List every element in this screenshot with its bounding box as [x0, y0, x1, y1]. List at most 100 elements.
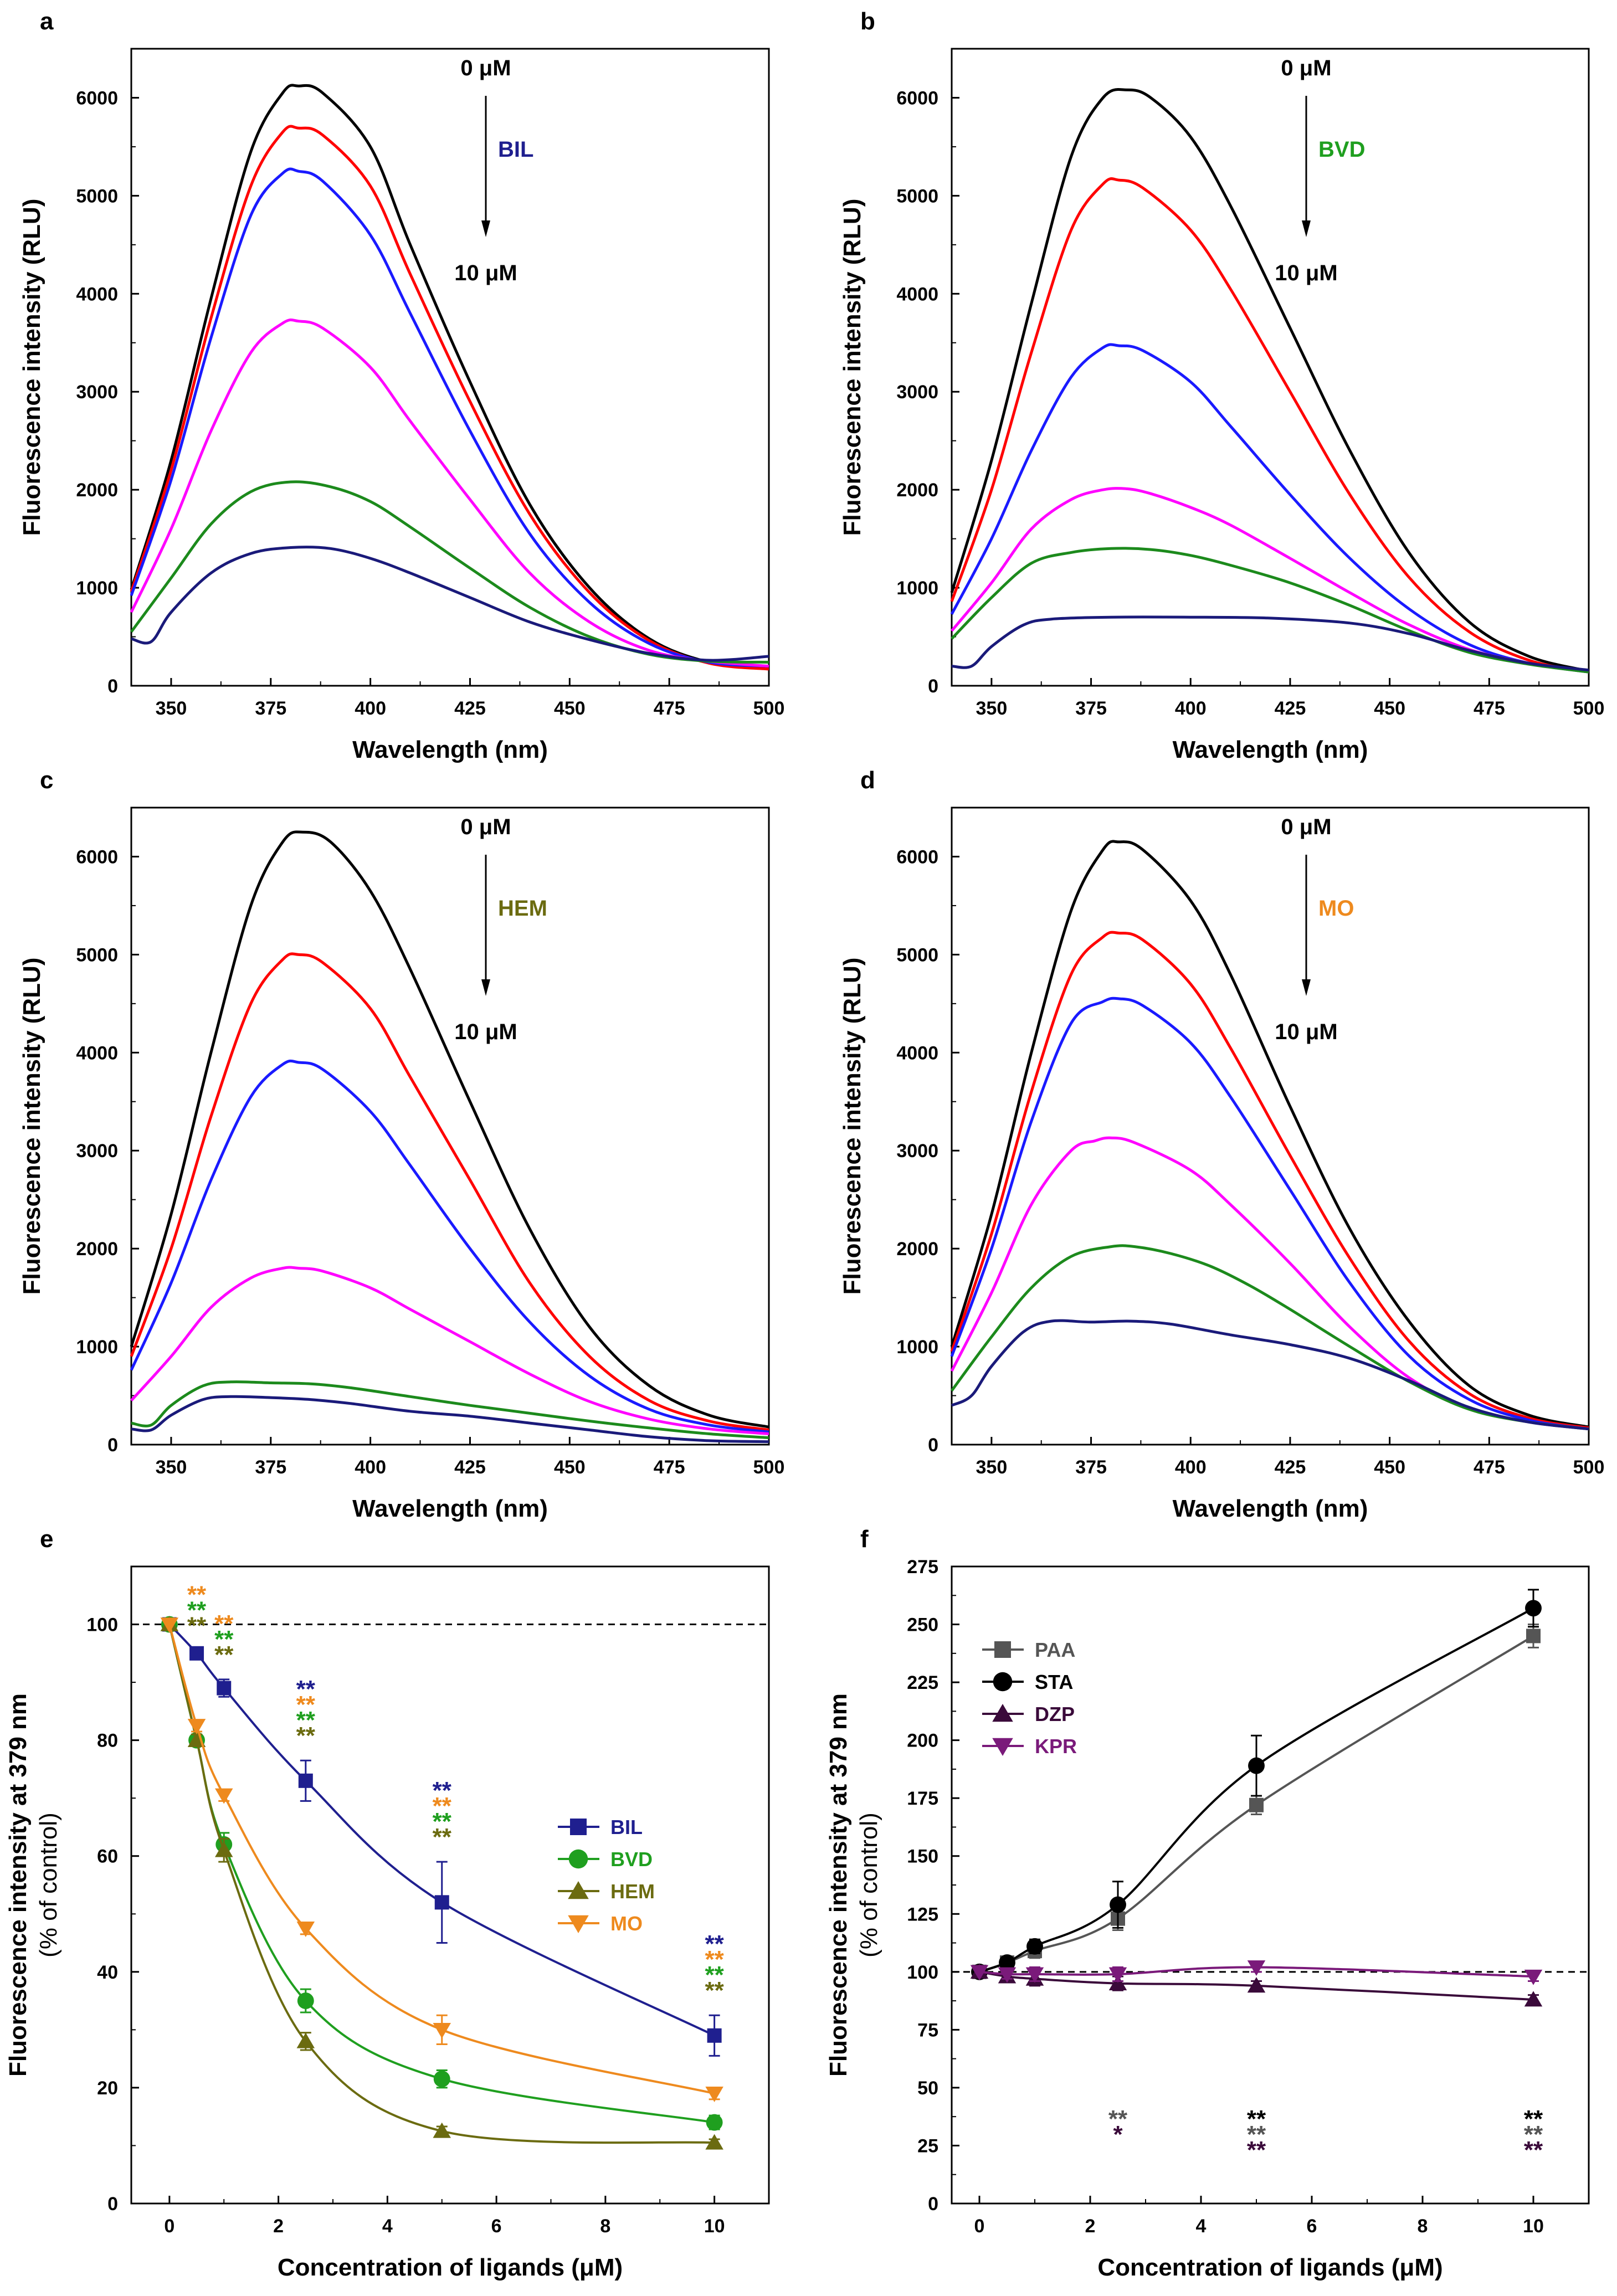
concentration-start-label: 0 μM — [460, 815, 511, 839]
x-tick-label: 10 — [704, 2216, 725, 2237]
concentration-end-label: 10 μM — [1275, 261, 1337, 285]
significance-mark: ** — [187, 1597, 207, 1624]
spectrum-line-4 — [951, 487, 1589, 674]
x-tick-label: 475 — [654, 1457, 685, 1478]
panel-label: d — [860, 767, 875, 794]
y-tick-label: 25 — [917, 2135, 938, 2156]
y-tick-label: 20 — [97, 2078, 118, 2099]
legend-marker-DZP — [992, 1704, 1013, 1722]
data-point-KPR — [970, 1965, 989, 1981]
y-tick-label: 50 — [917, 2078, 938, 2099]
data-point-MO — [433, 2023, 451, 2038]
y-tick-label: 100 — [907, 1962, 938, 1983]
y-tick-label: 5000 — [896, 944, 938, 965]
plot-frame — [130, 48, 770, 687]
arrow-head — [1302, 220, 1311, 237]
data-point-HEM — [705, 2134, 723, 2150]
x-tick-label: 475 — [1474, 1457, 1505, 1478]
data-point-STA — [1026, 1938, 1043, 1955]
x-tick-label: 425 — [1275, 1457, 1306, 1478]
data-point-MO — [214, 1788, 233, 1804]
significance-mark: ** — [187, 1612, 207, 1640]
x-tick-label: 350 — [976, 1457, 1008, 1478]
spectrum-line-2 — [950, 931, 1589, 1430]
x-axis-title: Wavelength (nm) — [352, 736, 548, 763]
x-tick-label: 450 — [1374, 1457, 1405, 1478]
legend-marker-HEM — [568, 1881, 589, 1899]
spectrum-line-5 — [130, 480, 769, 664]
x-tick-label: 400 — [1175, 698, 1207, 719]
panel-f: f0 2 4 6 8 100255075100125150175200225250275C… — [825, 1525, 1590, 2281]
legend-label-PAA: PAA — [1035, 1638, 1075, 1661]
significance-mark: ** — [296, 1722, 316, 1749]
y-tick-label: 2000 — [76, 1239, 118, 1260]
x-tick-label: 425 — [454, 1457, 486, 1478]
x-axis-title: Concentration of ligands (μM) — [278, 2254, 623, 2281]
legend-label-BVD: BVD — [610, 1848, 653, 1871]
x-tick-label: 0 — [164, 2216, 174, 2237]
ligand-label: HEM — [498, 896, 547, 921]
y-axis-title: Fluorescence intensity (RLU) — [18, 199, 45, 536]
x-tick-label: 400 — [355, 698, 386, 719]
legend-label-MO: MO — [610, 1912, 643, 1935]
ligand-label: BIL — [498, 137, 533, 162]
x-axis-title: Wavelength (nm) — [1173, 1495, 1368, 1522]
plot-frame — [951, 807, 1590, 1446]
significance-mark: ** — [705, 1961, 724, 1989]
data-point-PAA — [1249, 1797, 1264, 1812]
x-tick-label: 375 — [1075, 698, 1107, 719]
x-tick-label: 8 — [600, 2216, 610, 2237]
data-point-BVD — [297, 1992, 314, 2010]
y-tick-label: 0 — [107, 676, 118, 697]
spectrum-line-4 — [130, 319, 769, 668]
data-point-BIL — [189, 1646, 204, 1661]
legend-label-KPR: KPR — [1035, 1735, 1077, 1758]
significance-mark: ** — [296, 1676, 316, 1703]
y-tick-label: 80 — [97, 1730, 118, 1751]
y-tick-label: 4000 — [896, 1042, 938, 1064]
series-line-KPR — [979, 1966, 1534, 1978]
y-tick-label: 5000 — [76, 944, 118, 965]
x-tick-label: 500 — [753, 1457, 785, 1478]
y-tick-label: 40 — [97, 1962, 118, 1983]
legend-marker-BIL — [570, 1819, 587, 1835]
x-tick-label: 4 — [1196, 2216, 1207, 2237]
legend-label-STA: STA — [1035, 1671, 1073, 1693]
data-point-BIL — [707, 2028, 722, 2043]
data-point-KPR — [1247, 1960, 1266, 1976]
ligand-label: MO — [1318, 896, 1354, 921]
data-point-STA — [1248, 1757, 1265, 1774]
x-tick-label: 500 — [753, 698, 785, 719]
spectrum-line-3 — [130, 1059, 769, 1434]
y-tick-label: 6000 — [76, 88, 118, 109]
data-point-MO — [705, 2087, 723, 2102]
legend-marker-KPR — [992, 1738, 1013, 1756]
y-axis-title: Fluorescence intensity (RLU) — [839, 958, 866, 1295]
plot-frame — [951, 1565, 1590, 2205]
concentration-start-label: 0 μM — [460, 56, 511, 80]
y-tick-label: 5000 — [76, 186, 118, 207]
y-tick-label: 0 — [107, 2194, 118, 2215]
x-tick-label: 350 — [976, 698, 1008, 719]
spectrum-line-1 — [130, 84, 769, 670]
significance-mark: ** — [705, 1930, 724, 1958]
legend-marker-PAA — [994, 1641, 1011, 1658]
y-axis-title: Fluorescence intensity (RLU) — [18, 958, 45, 1295]
spectrum-line-5 — [131, 1380, 769, 1440]
y-tick-label: 100 — [86, 1615, 118, 1636]
x-tick-label: 6 — [1307, 2216, 1317, 2237]
x-tick-label: 2 — [1085, 2216, 1096, 2237]
y-tick-label: 0 — [928, 2194, 938, 2215]
x-tick-label: 475 — [654, 698, 685, 719]
significance-mark: ** — [433, 1824, 452, 1851]
panel-label: a — [40, 8, 54, 35]
spectrum-line-3 — [130, 167, 769, 668]
y-tick-label: 250 — [907, 1615, 938, 1636]
data-point-STA — [1110, 1896, 1126, 1913]
significance-mark: ** — [1524, 2121, 1543, 2148]
y-tick-label: 3000 — [896, 382, 938, 403]
